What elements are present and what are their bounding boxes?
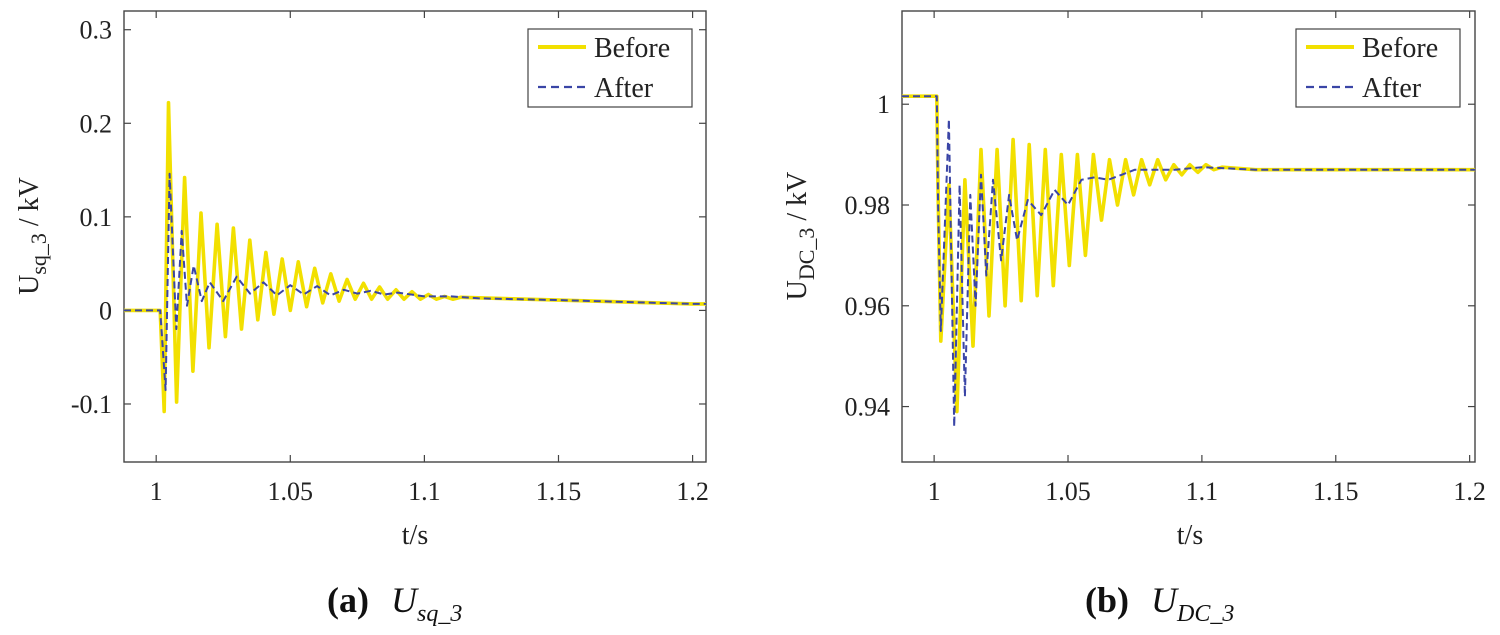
ytick-label-a-4: 0.3 [80, 16, 113, 45]
ticks-b: 1 1.05 1.1 1.15 1.2 0.94 0.96 0.98 1 [845, 11, 1486, 506]
xtick-label-a-2: 1.1 [408, 477, 441, 506]
caption-b: (b) UDC_3 [1085, 580, 1234, 627]
lines-b [902, 94, 1475, 428]
xtick-label-b-3: 1.15 [1313, 477, 1359, 506]
series-after-a [124, 172, 706, 391]
series-before-a [124, 100, 706, 414]
ylabel-a-unit: / kV [14, 177, 45, 233]
xlabel-a: t/s [402, 520, 428, 551]
caption-a-sub: sq_3 [417, 601, 462, 627]
xtick-label-b-0: 1 [928, 477, 941, 506]
legend-label-before-b: Before [1362, 33, 1438, 64]
xtick-label-a-0: 1 [150, 477, 163, 506]
legend-b: Before After [1295, 28, 1461, 108]
xtick-label-b-1: 1.05 [1045, 477, 1091, 506]
ylabel-a-sub: sq_3 [26, 233, 51, 275]
ylabel-b: UDC_3 / kV [782, 172, 819, 301]
xlabel-b: t/s [1177, 520, 1203, 551]
ylabel-b-unit: / kV [782, 172, 813, 228]
xtick-label-a-4: 1.2 [676, 477, 709, 506]
lines-a [124, 100, 706, 414]
ytick-label-a-3: 0.2 [80, 109, 113, 138]
panel-a: 1 1.05 1.1 1.15 1.2 -0.1 0 0.1 0.2 0.3 Before Aft… [14, 10, 709, 627]
legend-box-a [527, 28, 693, 108]
caption-a-label: (a) [327, 580, 369, 620]
ytick-label-a-2: 0.1 [80, 203, 113, 232]
ytick-label-a-0: -0.1 [71, 390, 112, 419]
ylabel-b-main: U [782, 280, 813, 300]
panel-b: 1 1.05 1.1 1.15 1.2 0.94 0.96 0.98 1 Before Afte… [782, 10, 1486, 627]
xtick-label-b-2: 1.1 [1186, 477, 1219, 506]
xtick-label-b-4: 1.2 [1453, 477, 1486, 506]
caption-b-label: (b) [1085, 580, 1129, 620]
ytick-label-b-2: 0.98 [845, 191, 891, 220]
legend-box-b [1295, 28, 1461, 108]
ytick-label-b-3: 1 [877, 90, 890, 119]
xtick-label-a-1: 1.05 [268, 477, 314, 506]
caption-a: (a) Usq_3 [327, 580, 462, 627]
ticks-a: 1 1.05 1.1 1.15 1.2 -0.1 0 0.1 0.2 0.3 [71, 11, 709, 506]
ylabel-a-main: U [14, 275, 45, 295]
ytick-label-a-1: 0 [99, 296, 112, 325]
caption-a-var: U [391, 580, 419, 620]
legend-a: Before After [527, 28, 693, 108]
series-after-b [902, 95, 1475, 428]
caption-b-var: U [1151, 580, 1179, 620]
ytick-label-b-0: 0.94 [845, 393, 891, 422]
ytick-label-b-1: 0.96 [845, 292, 891, 321]
ylabel-b-sub: DC_3 [794, 228, 819, 281]
caption-b-sub: DC_3 [1176, 601, 1234, 627]
legend-label-before-a: Before [594, 33, 670, 64]
ylabel-a: Usq_3 / kV [14, 177, 51, 295]
legend-label-after-a: After [594, 73, 654, 104]
legend-label-after-b: After [1362, 73, 1422, 104]
xtick-label-a-3: 1.15 [536, 477, 582, 506]
series-before-b [902, 94, 1475, 414]
